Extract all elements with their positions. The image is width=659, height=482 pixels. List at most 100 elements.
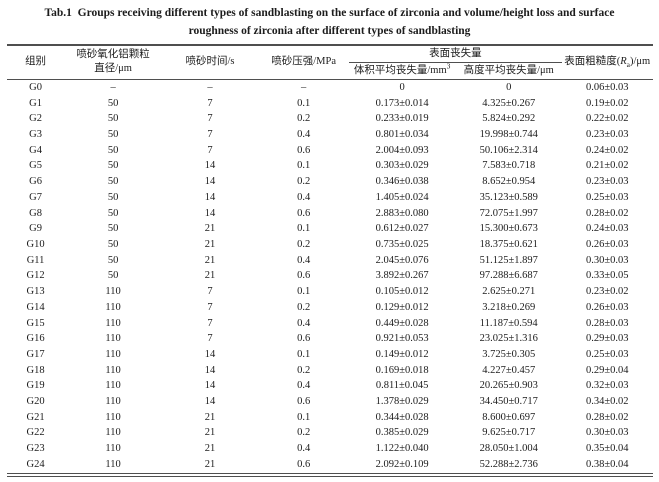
table-cell: 7: [207, 301, 213, 313]
table-row: G15 110 7 0.4 0.449±0.028 11.187±0.594 0.28±0.…: [7, 316, 653, 332]
table-cell: 14: [204, 364, 216, 376]
table-cell: 50: [107, 223, 119, 235]
table-cell: 4.325±0.267: [482, 97, 536, 109]
table-row: G4 50 7 0.6 2.004±0.093 50.106±2.314 0.24±0.02: [7, 143, 653, 159]
table-cell: 110: [105, 333, 121, 345]
col-header-time: 喷砂时间/s: [161, 44, 259, 80]
table-cell: 110: [105, 317, 121, 329]
table-cell: 8.600±0.697: [482, 411, 536, 423]
table-cell: 110: [105, 443, 121, 455]
table-cell: 23.025±1.316: [479, 333, 538, 345]
table-cell: 0.1: [297, 411, 311, 423]
table-cell: 0.1: [297, 286, 311, 298]
table-cell: 14: [204, 160, 216, 172]
table-cell: 1.405±0.024: [375, 191, 429, 203]
table-row: G23 110 21 0.4 1.122±0.040 28.050±1.004 0.35±0…: [7, 441, 653, 457]
table-cell: 0.30±0.03: [585, 254, 629, 266]
table-cell: G20: [26, 396, 45, 408]
volume-loss-label: 体积平均丧失量/mm: [353, 64, 447, 76]
table-cell: 0.449±0.028: [375, 317, 429, 329]
table-cell: 0.735±0.025: [375, 239, 429, 250]
table-row: G13 110 7 0.1 0.105±0.012 2.625±0.271 0.23±0.0…: [7, 284, 653, 300]
table-row: G10 50 21 0.2 0.735±0.025 18.375±0.621 0.26±0.…: [7, 237, 653, 253]
table-cell: 20.265±0.903: [479, 380, 538, 392]
table-cell: 2.625±0.271: [482, 286, 536, 298]
table-cell: 0.2: [297, 239, 311, 250]
table-cell: 21: [204, 427, 216, 439]
table-row: G0 – – – 0 0 0.06±0.03: [7, 79, 653, 95]
table-cell: 0.303±0.029: [375, 160, 429, 172]
table-cell: 110: [105, 411, 121, 423]
table-cell: G1: [29, 97, 42, 109]
table-cell: 7: [207, 286, 213, 298]
table-cell: G23: [26, 443, 45, 455]
table-row: G24 110 21 0.6 2.092±0.109 52.288±2.736 0.38±0…: [7, 457, 653, 475]
table-cell: 3.892±0.267: [375, 270, 429, 282]
table-row: G3 50 7 0.4 0.801±0.034 19.998±0.744 0.23±0.03: [7, 127, 653, 143]
table-cell: 72.075±1.997: [479, 207, 538, 219]
table-cell: 2.883±0.080: [375, 207, 429, 219]
table-row: G19 110 14 0.4 0.811±0.045 20.265±0.903 0.32±0…: [7, 378, 653, 394]
table-cell: G0: [29, 81, 42, 93]
table-cell: 21: [204, 254, 216, 266]
table-cell: 110: [105, 380, 121, 392]
table-cell: 50: [107, 144, 119, 156]
table-cell: 7: [207, 97, 213, 109]
table-cell: 52.288±2.736: [479, 458, 538, 470]
table-cell: 50: [107, 191, 119, 203]
table-cell: 0.28±0.03: [585, 317, 629, 329]
table-cell: G4: [29, 144, 42, 156]
table-cell: 18.375±0.621: [479, 239, 538, 250]
table-cell: 110: [105, 364, 121, 376]
table-cell: 0.6: [297, 333, 311, 345]
table-row: G21 110 21 0.1 0.344±0.028 8.600±0.697 0.28±0.…: [7, 410, 653, 426]
table-cell: 0.4: [297, 129, 311, 141]
header-row-top: 组别 喷砂氧化铝颗粒 直径/μm 喷砂时间/s 喷砂压强/MPa 表面丧失量 表…: [6, 44, 653, 80]
table-cell: 0.26±0.03: [585, 239, 629, 250]
table-cell: G16: [26, 333, 45, 345]
table-cell: 34.450±0.717: [479, 396, 538, 408]
table-row: G18 110 14 0.2 0.169±0.018 4.227±0.457 0.29±0.…: [7, 363, 653, 379]
col-header-particle-diameter-line2: 直径/μm: [94, 63, 132, 75]
table-caption: Tab.1 Groups receiving different types o…: [0, 0, 659, 41]
table-body: G0 – – – 0 0 0.06±0.03 G1 50 7 0.1 0.173±0.014 4.325…: [7, 79, 653, 474]
table-cell: 2.004±0.093: [375, 144, 429, 156]
table-cell: 7: [207, 144, 213, 156]
table-cell: G15: [26, 317, 45, 329]
table-row: G17 110 14 0.1 0.149±0.012 3.725±0.305 0.25±0.…: [7, 347, 653, 363]
table-row: G1 50 7 0.1 0.173±0.014 4.325±0.267 0.19±0.02: [7, 96, 653, 112]
caption-line-2: roughness of zirconia after different ty…: [188, 24, 471, 37]
table-cell: 21: [204, 239, 216, 250]
table-cell: G10: [26, 239, 45, 250]
table-cell: 21: [204, 411, 216, 423]
table-cell: 14: [204, 396, 216, 408]
table-cell: 35.123±0.589: [479, 191, 538, 203]
roughness-label-prefix: 表面粗糙度(: [564, 56, 621, 68]
table-cell: 0.23±0.03: [585, 176, 629, 188]
table-cell: 7: [207, 317, 213, 329]
table-row: G9 50 21 0.1 0.612±0.027 15.300±0.673 0.24±0.0…: [7, 221, 653, 237]
table-cell: 110: [105, 301, 121, 313]
table-cell: 0.4: [297, 380, 311, 392]
table-cell: 0.173±0.014: [375, 97, 429, 109]
table-cell: 0.346±0.038: [375, 176, 429, 188]
table-cell: 0.34±0.02: [585, 396, 629, 408]
table-cell: 0.28±0.02: [585, 207, 629, 219]
table-row: G8 50 14 0.6 2.883±0.080 72.075±1.997 0.28±0.0…: [7, 206, 653, 222]
table-cell: 110: [105, 396, 121, 408]
table-cell: 0.4: [297, 443, 311, 455]
table-row: G22 110 21 0.2 0.385±0.029 9.625±0.717 0.30±0.…: [7, 425, 653, 441]
table-cell: 0.811±0.045: [375, 380, 429, 392]
table-row: G11 50 21 0.4 2.045±0.076 51.125±1.897 0.30±0.…: [7, 253, 653, 269]
roughness-symbol: R: [620, 56, 627, 68]
table-cell: 97.288±6.687: [479, 270, 538, 282]
table-cell: G7: [29, 191, 42, 203]
table-cell: 0.1: [297, 348, 311, 360]
roughness-subscript: a: [626, 60, 631, 70]
table-row: G20 110 14 0.6 1.378±0.029 34.450±0.717 0.34±0…: [7, 394, 653, 410]
table-cell: 0.2: [297, 113, 311, 125]
table-cell: G13: [26, 286, 45, 298]
table-cell: 0.06±0.03: [585, 81, 629, 93]
table-cell: 51.125±1.897: [479, 254, 538, 266]
table-cell: 7: [207, 333, 213, 345]
